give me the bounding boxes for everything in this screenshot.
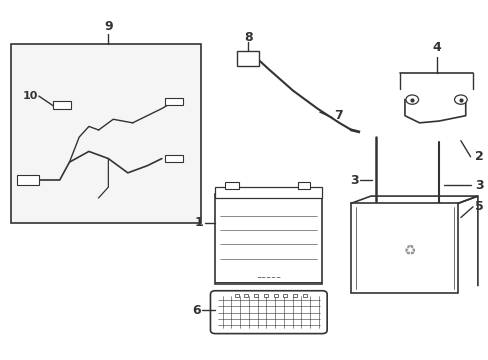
Bar	[254, 294, 258, 297]
Text: ♻: ♻	[403, 244, 415, 258]
Bar	[215, 194, 322, 284]
Text: ─ ─ ─ ─ ─: ─ ─ ─ ─ ─	[257, 276, 280, 281]
Bar	[273, 294, 277, 297]
Text: 4: 4	[431, 41, 440, 54]
Bar	[224, 182, 238, 189]
FancyBboxPatch shape	[210, 291, 326, 334]
Text: 1: 1	[194, 216, 203, 229]
Bar	[165, 98, 183, 105]
Circle shape	[405, 95, 418, 104]
Bar	[237, 51, 259, 66]
Bar	[215, 187, 322, 198]
Bar	[165, 155, 183, 162]
Text: 3: 3	[349, 174, 358, 186]
Bar	[11, 44, 201, 223]
Bar	[244, 294, 248, 297]
Text: 9: 9	[104, 20, 112, 33]
Circle shape	[454, 95, 466, 104]
Bar	[302, 294, 306, 297]
Text: 6: 6	[192, 304, 201, 317]
Bar	[264, 294, 267, 297]
Text: 8: 8	[244, 31, 252, 44]
Bar	[234, 294, 238, 297]
Text: 7: 7	[334, 109, 343, 122]
Bar	[283, 294, 287, 297]
Bar	[297, 182, 309, 189]
Text: 2: 2	[474, 150, 483, 163]
Bar	[53, 101, 71, 109]
Text: 3: 3	[474, 179, 483, 192]
Text: 5: 5	[474, 200, 483, 213]
Bar	[18, 175, 39, 185]
Bar	[351, 203, 458, 293]
Bar	[292, 294, 296, 297]
Text: 10: 10	[22, 91, 38, 101]
